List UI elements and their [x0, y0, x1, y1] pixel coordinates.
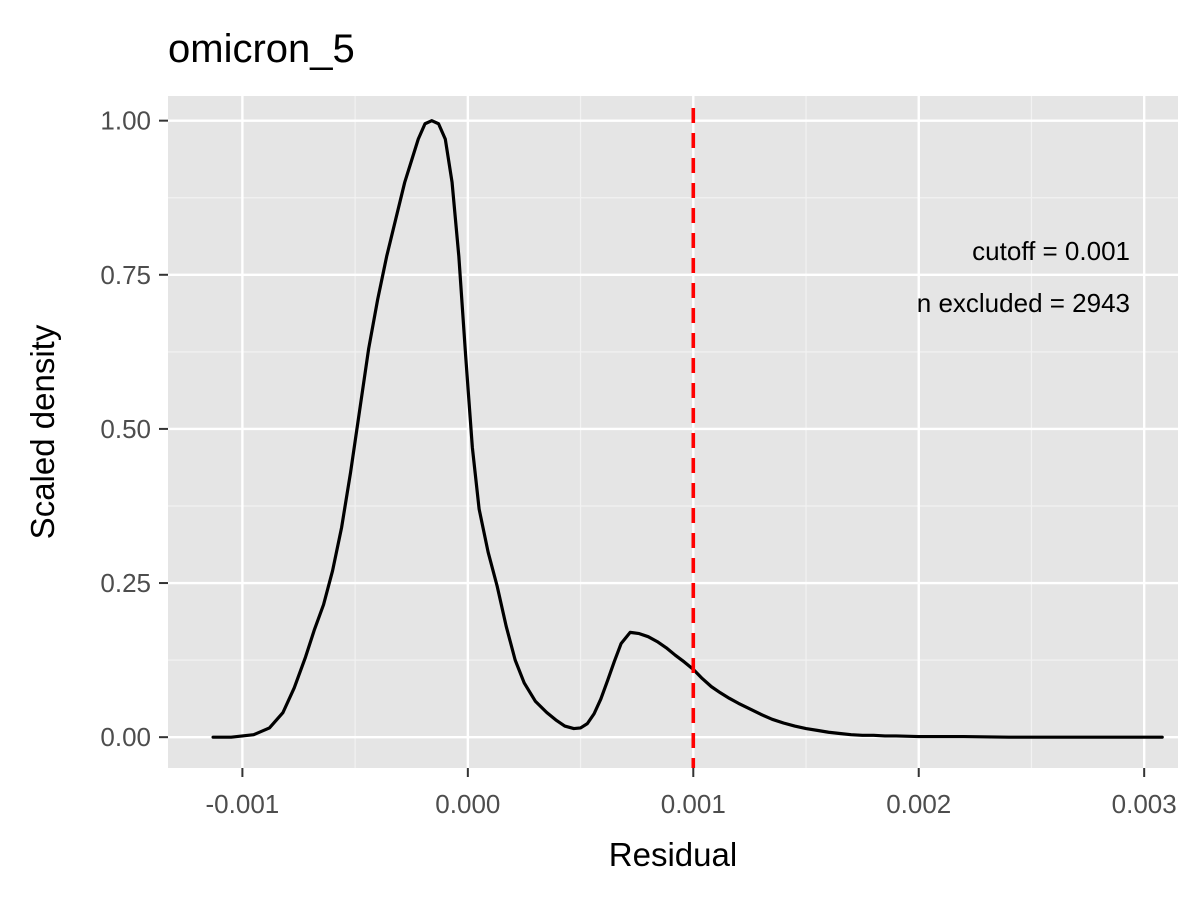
x-tick-label: 0.000 — [435, 789, 500, 819]
x-axis-title: Residual — [609, 836, 737, 873]
y-tick-label: 0.25 — [100, 568, 151, 598]
y-tick-label: 0.00 — [100, 722, 151, 752]
annotation-n-excluded: n excluded = 2943 — [917, 288, 1130, 318]
x-tick-label: 0.002 — [886, 789, 951, 819]
axes: -0.001 0.000 0.001 0.002 0.003 0.00 0.25 0.50 0.… — [100, 106, 1176, 819]
y-axis-title: Scaled density — [24, 324, 61, 539]
y-tick-label: 1.00 — [100, 106, 151, 136]
series-layer — [211, 119, 1164, 739]
plot-panel — [168, 96, 1178, 768]
density-curve — [211, 119, 1164, 739]
annotation-cutoff: cutoff = 0.001 — [972, 236, 1130, 266]
y-tick-label: 0.75 — [100, 260, 151, 290]
y-tick-label: 0.50 — [100, 414, 151, 444]
x-tick-label: -0.001 — [206, 789, 280, 819]
chart-title: omicron_5 — [168, 27, 355, 71]
x-tick-label: 0.003 — [1112, 789, 1177, 819]
x-tick-label: 0.001 — [661, 789, 726, 819]
